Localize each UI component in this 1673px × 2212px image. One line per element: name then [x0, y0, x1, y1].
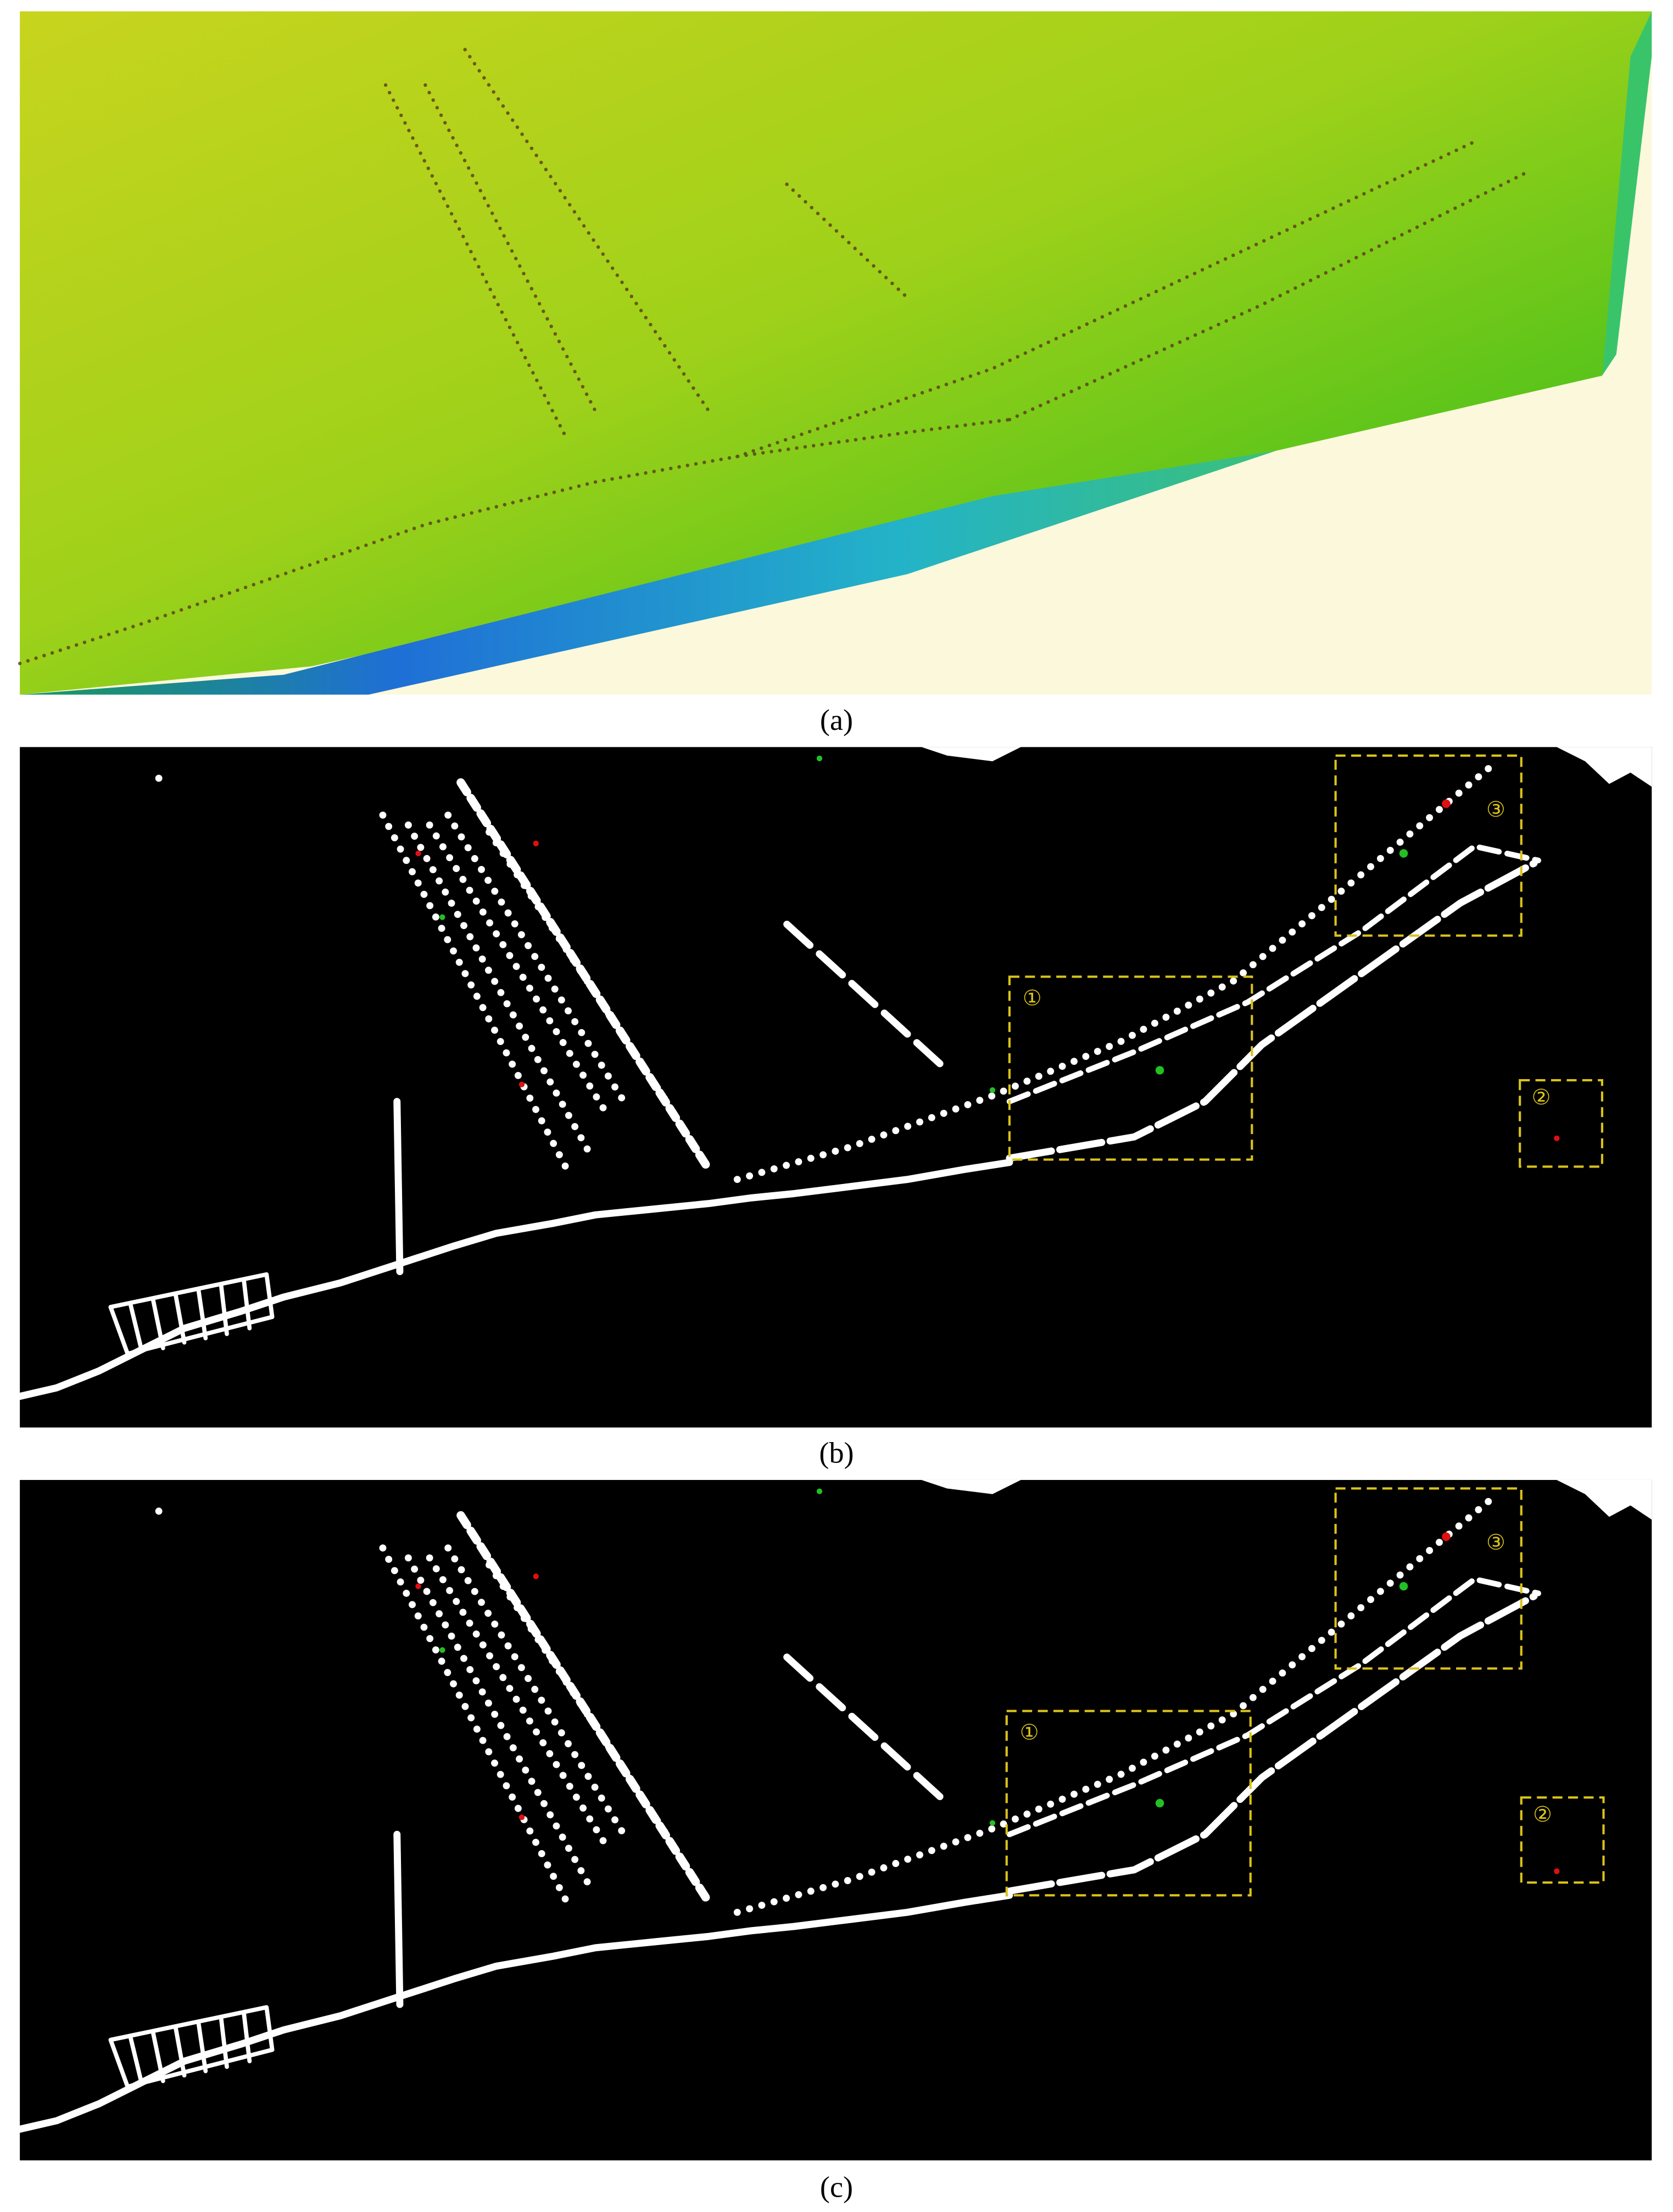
panel-c: ① ② ③: [20, 1480, 1652, 2160]
box-label: ②: [1533, 1802, 1552, 1827]
box-label: ③: [1486, 797, 1505, 822]
terrain-lines: [18, 48, 1533, 666]
edge: [1602, 11, 1652, 376]
dashed-box: [1520, 1796, 1605, 1884]
box-label: ②: [1532, 1085, 1551, 1110]
dashed-box: [1519, 1079, 1603, 1168]
water-wedge: [20, 450, 1276, 695]
box-label: ③: [1486, 1530, 1505, 1555]
dashed-box: [1008, 975, 1253, 1161]
terrain: [20, 11, 1652, 695]
dashed-box: [1005, 1710, 1252, 1897]
box-label: ①: [1020, 1721, 1039, 1745]
caption: (c): [820, 2171, 853, 2204]
box-label: ①: [1023, 986, 1042, 1010]
dashed-box: [1334, 1487, 1523, 1670]
caption: (a): [820, 703, 853, 736]
panel-a: [18, 11, 1652, 695]
panel-b: ① ② ③: [20, 747, 1652, 1427]
caption: (b): [819, 1437, 854, 1470]
dashed-box: [1334, 754, 1523, 937]
